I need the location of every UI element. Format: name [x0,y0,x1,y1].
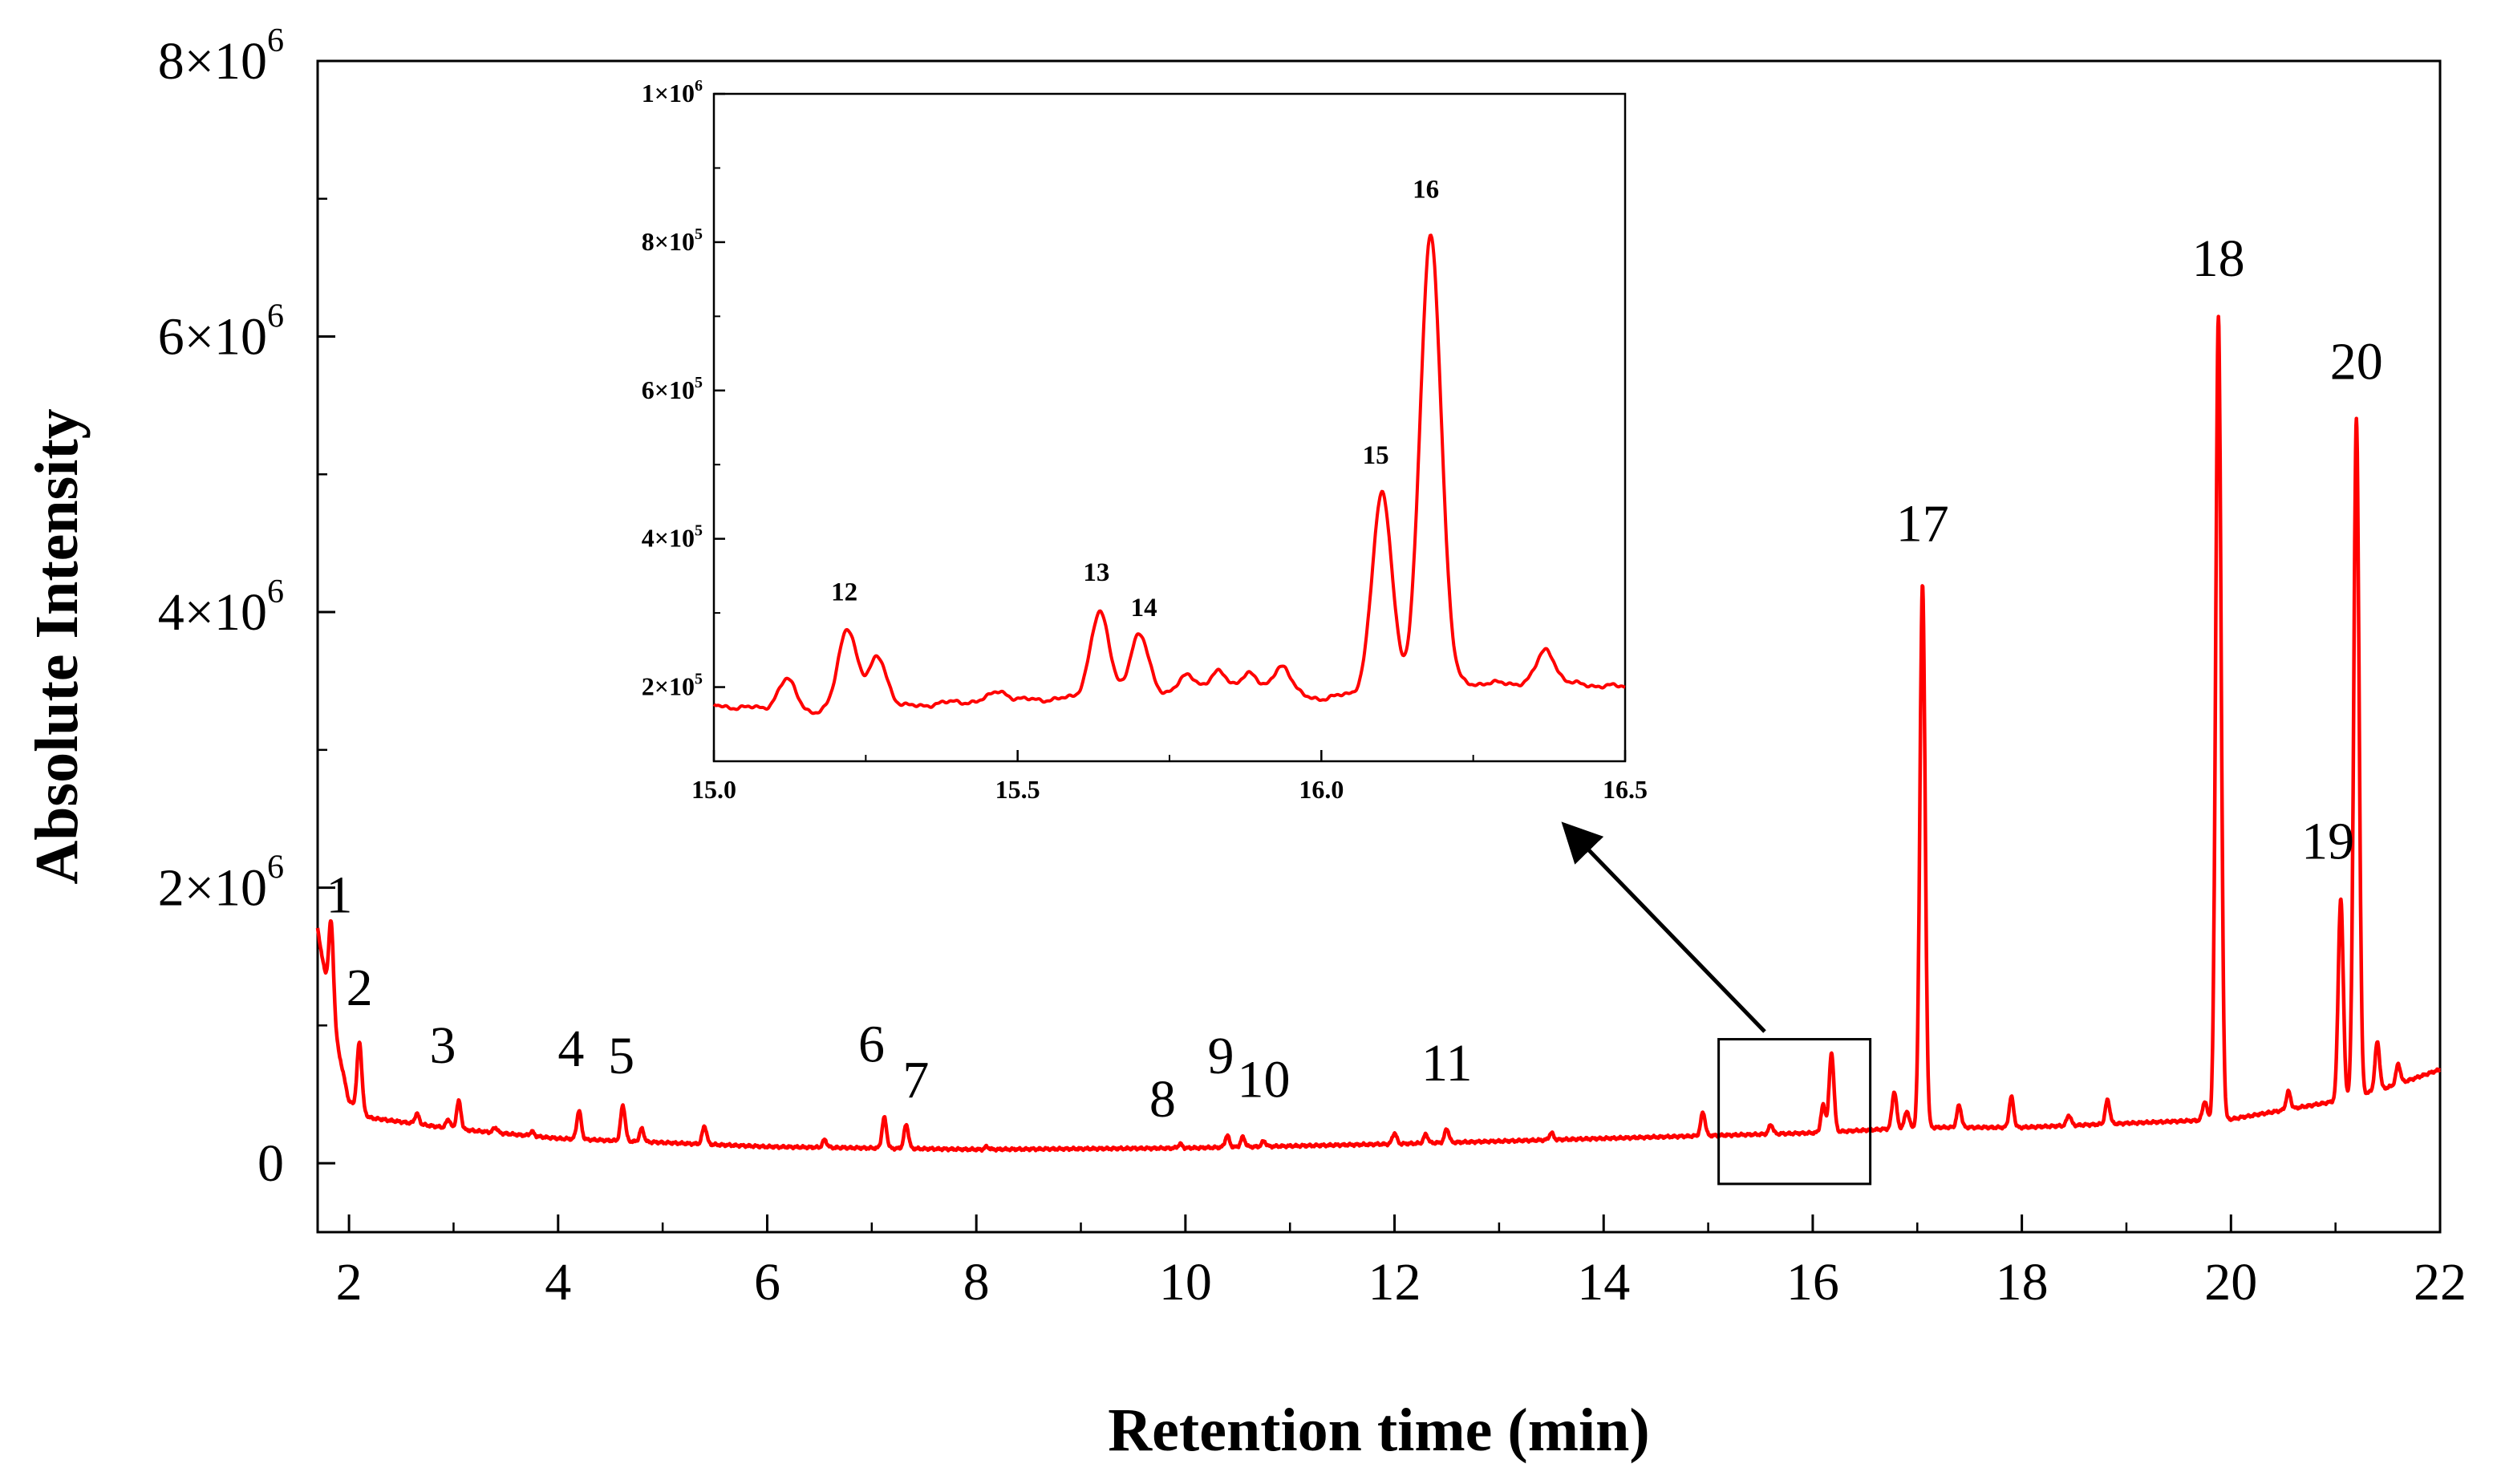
x-tick-label: 14 [1577,1253,1630,1312]
y-tick-label: 8×106 [158,22,284,91]
inset-peak-label-12: 12 [831,578,857,607]
peak-label-11: 11 [1421,1034,1473,1093]
inset-x-tick-label: 15.5 [995,775,1040,804]
x-tick-label: 8 [963,1253,990,1312]
inset-y-tick-label: 6×105 [642,374,703,404]
x-tick-label: 10 [1159,1253,1212,1312]
x-tick-label: 18 [1996,1253,2049,1312]
peak-label-20: 20 [2330,333,2383,391]
x-tick-label: 12 [1368,1253,1421,1312]
main-plot-frame [316,59,2442,1234]
x-axis-title: Retention time (min) [1108,1397,1649,1464]
inset-peak-label-15: 15 [1363,441,1389,470]
x-tick-label: 20 [2204,1253,2257,1312]
main-chromatogram-line [315,314,2442,1154]
inset-y-tick-label: 1×106 [642,77,703,107]
peak-label-6: 6 [858,1015,885,1073]
inset-plot-frame [712,92,1627,763]
y-tick-label: 2×106 [158,849,284,918]
inset-peak-label-16: 16 [1413,176,1439,205]
peak-label-10: 10 [1238,1050,1291,1109]
y-tick-label: 4×106 [158,574,284,642]
inset-chromatogram-line [712,233,1626,716]
inset-y-tick-label: 8×105 [642,225,703,256]
zoom-arrow [1561,821,1766,1033]
x-tick-label: 22 [2414,1253,2467,1312]
inset-peak-label-14: 14 [1131,594,1157,622]
peak-label-9: 9 [1208,1027,1234,1085]
inset-y-tick-label: 4×105 [642,522,703,553]
x-tick-label: 4 [545,1253,571,1312]
zoom-region-box [1717,1038,1872,1186]
peak-label-8: 8 [1149,1070,1176,1129]
peak-label-2: 2 [347,959,373,1017]
x-tick-label: 16 [1786,1253,1839,1312]
peak-label-3: 3 [429,1016,456,1075]
inset-peak-label-13: 13 [1083,558,1109,587]
inset-x-tick-label: 15.0 [691,775,736,804]
peak-label-4: 4 [557,1020,584,1078]
inset-y-tick-label: 2×105 [642,671,703,701]
y-tick-label: 6×106 [158,298,284,367]
inset-x-tick-label: 16.5 [1603,775,1648,804]
peak-label-7: 7 [902,1051,929,1109]
peak-label-19: 19 [2301,812,2354,870]
peak-label-17: 17 [1896,495,1949,553]
peak-label-1: 1 [326,866,352,925]
y-axis-title: Absolute Intensity [23,408,91,884]
x-tick-label: 2 [336,1253,363,1312]
peak-label-5: 5 [608,1027,634,1085]
peak-label-18: 18 [2192,229,2245,288]
x-tick-label: 6 [754,1253,780,1312]
inset-x-tick-label: 16.0 [1299,775,1344,804]
y-tick-label: 0 [257,1134,284,1193]
